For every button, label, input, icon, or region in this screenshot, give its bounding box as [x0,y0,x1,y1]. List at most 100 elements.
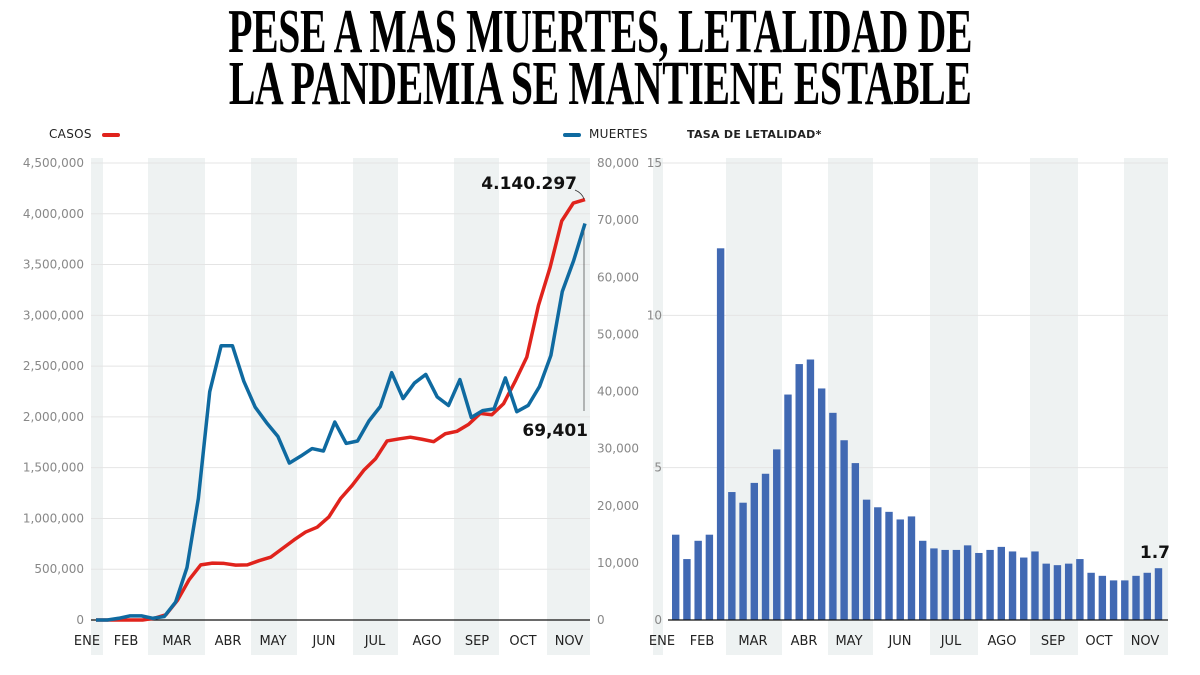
y-tick-label-right: 15 [647,156,662,170]
month-stripe [353,158,398,655]
y-right-tick-label: 50,000 [597,327,639,341]
letalidad-bar [1064,563,1073,620]
letalidad-bar [761,473,770,620]
letalidad-bar [806,359,815,620]
letalidad-bar [784,394,792,620]
letalidad-bar [1098,575,1107,620]
headline-line-2: LA PANDEMIA SE MANTIENE ESTABLE [0,50,1200,118]
y-right-tick-label: 0 [597,613,605,627]
x-tick-label-right: ENE [649,634,675,649]
letalidad-bar [885,511,893,620]
letalidad-bar [739,502,747,620]
letalidad-bar [773,449,781,620]
x-tick-label-right: OCT [1085,634,1112,649]
month-stripe [653,158,663,655]
x-tick-label-left: FEB [114,634,139,649]
x-tick-label-right: JUL [940,634,962,649]
letalidad-bar [694,540,702,620]
y-right-tick-label: 10,000 [597,556,639,570]
headline-text-2: LA PANDEMIA SE MANTIENE ESTABLE [228,50,972,118]
letalidad-bar [1020,557,1028,620]
legend-muertes-label: MUERTES [589,127,648,141]
letalidad-bar [705,534,714,620]
letalidad-bar [728,492,736,620]
letalidad-bar [975,552,983,620]
letalidad-bar [817,388,826,620]
annotation-leader-casos [574,189,585,200]
letalidad-bar [963,545,972,620]
letalidad-bar [1031,551,1039,620]
y-left-tick-label: 3,000,000 [23,308,84,322]
letalidad-bar [941,549,949,620]
letalidad-bar [1132,575,1140,620]
x-tick-label-right: ABR [791,634,818,649]
muertes-last-value: 69,401 [522,421,588,441]
muertes-line [96,223,587,622]
letalidad-bar [1109,580,1118,620]
x-tick-label-left: ENE [74,634,100,649]
x-tick-label-left: AGO [413,634,442,649]
y-left-tick-label: 4,000,000 [23,207,84,221]
y-tick-label-right: 10 [647,308,662,322]
y-left-tick-label: 1,500,000 [23,461,84,475]
legend-casos-swatch [102,133,120,137]
letalidad-bar [930,548,938,620]
letalidad-bar [672,534,680,620]
y-right-tick-label: 80,000 [597,156,639,170]
y-left-tick-label: 4,500,000 [23,156,84,170]
letalidad-bar [907,516,916,620]
casos-last-value: 4.140.297 [481,174,577,194]
x-tick-label-left: MAR [162,634,191,649]
month-stripe [454,158,499,655]
letalidad-bar [1087,572,1095,620]
x-tick-label-right: NOV [1131,634,1160,649]
legend-tasa-label: TASA DE LETALIDAD* [687,128,822,141]
x-tick-label-right: MAR [738,634,767,649]
letalidad-bar [896,519,904,620]
y-right-tick-label: 20,000 [597,499,639,513]
month-stripe [148,158,205,655]
legend-muertes-swatch [563,133,581,137]
letalidad-bar [952,549,961,620]
letalidad-bar [1143,572,1151,620]
legend-casos-label: CASOS [49,127,92,141]
month-stripe [91,158,103,655]
letalidad-bar [1053,565,1062,620]
headline-line-1: PESE A MAS MUERTES, LETALIDAD DE [0,0,1200,66]
letalidad-bar [1042,563,1050,620]
x-tick-label-right: SEP [1041,634,1065,649]
x-tick-label-left: NOV [555,634,584,649]
letalidad-bar [795,364,803,620]
x-tick-label-left: ABR [215,634,242,649]
letalidad-bar [851,463,860,620]
x-tick-label-right: JUN [887,634,911,649]
y-left-tick-label: 3,500,000 [23,258,84,272]
y-left-tick-label: 2,000,000 [23,410,84,424]
y-left-tick-label: 0 [76,613,84,627]
letalidad-bar [862,499,871,620]
letalidad-bar [716,248,725,620]
x-tick-label-left: OCT [509,634,536,649]
y-right-tick-label: 30,000 [597,442,639,456]
x-tick-label-right: AGO [988,634,1017,649]
letalidad-bar [1008,551,1017,620]
letalidad-bar [840,440,848,620]
letalidad-bar [829,412,837,620]
y-right-tick-label: 60,000 [597,270,639,284]
headline-text-1: PESE A MAS MUERTES, LETALIDAD DE [228,0,972,66]
x-tick-label-right: FEB [690,634,715,649]
letalidad-bar [683,559,691,620]
letalidad-last-value: 1.7 [1140,543,1170,563]
letalidad-bar [1076,559,1084,620]
y-left-tick-label: 500,000 [34,562,84,576]
letalidad-bar [1121,580,1129,620]
y-right-tick-label: 40,000 [597,385,639,399]
x-tick-label-left: JUL [364,634,386,649]
x-tick-label-left: JUN [311,634,335,649]
x-tick-label-left: MAY [259,634,286,649]
letalidad-bar [919,540,927,620]
letalidad-bar [750,482,759,620]
x-tick-label-right: MAY [835,634,862,649]
y-right-tick-label: 70,000 [597,213,639,227]
